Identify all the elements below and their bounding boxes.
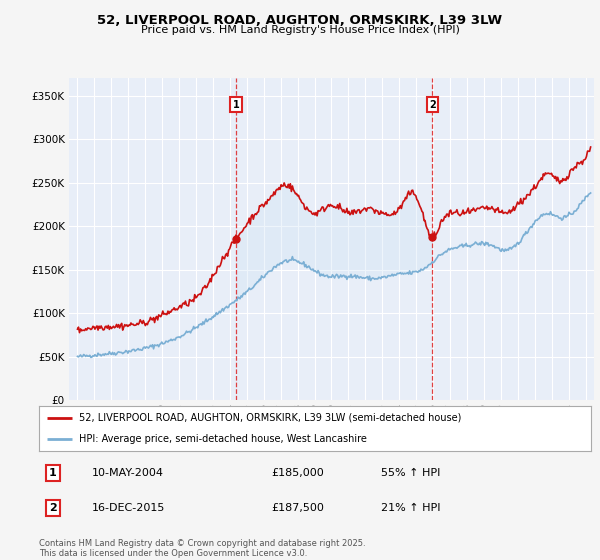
Text: 10-MAY-2004: 10-MAY-2004: [91, 468, 163, 478]
Text: 2: 2: [49, 503, 56, 513]
Text: 16-DEC-2015: 16-DEC-2015: [91, 503, 165, 513]
Text: £185,000: £185,000: [271, 468, 323, 478]
Text: 55% ↑ HPI: 55% ↑ HPI: [381, 468, 440, 478]
Text: 52, LIVERPOOL ROAD, AUGHTON, ORMSKIRK, L39 3LW (semi-detached house): 52, LIVERPOOL ROAD, AUGHTON, ORMSKIRK, L…: [79, 413, 461, 423]
Text: 2: 2: [429, 100, 436, 110]
Text: Price paid vs. HM Land Registry's House Price Index (HPI): Price paid vs. HM Land Registry's House …: [140, 25, 460, 35]
Text: HPI: Average price, semi-detached house, West Lancashire: HPI: Average price, semi-detached house,…: [79, 434, 367, 444]
Text: 1: 1: [49, 468, 56, 478]
Text: Contains HM Land Registry data © Crown copyright and database right 2025.
This d: Contains HM Land Registry data © Crown c…: [39, 539, 365, 558]
Text: 21% ↑ HPI: 21% ↑ HPI: [381, 503, 441, 513]
Text: £187,500: £187,500: [271, 503, 324, 513]
Text: 52, LIVERPOOL ROAD, AUGHTON, ORMSKIRK, L39 3LW: 52, LIVERPOOL ROAD, AUGHTON, ORMSKIRK, L…: [97, 14, 503, 27]
Text: 1: 1: [233, 100, 239, 110]
